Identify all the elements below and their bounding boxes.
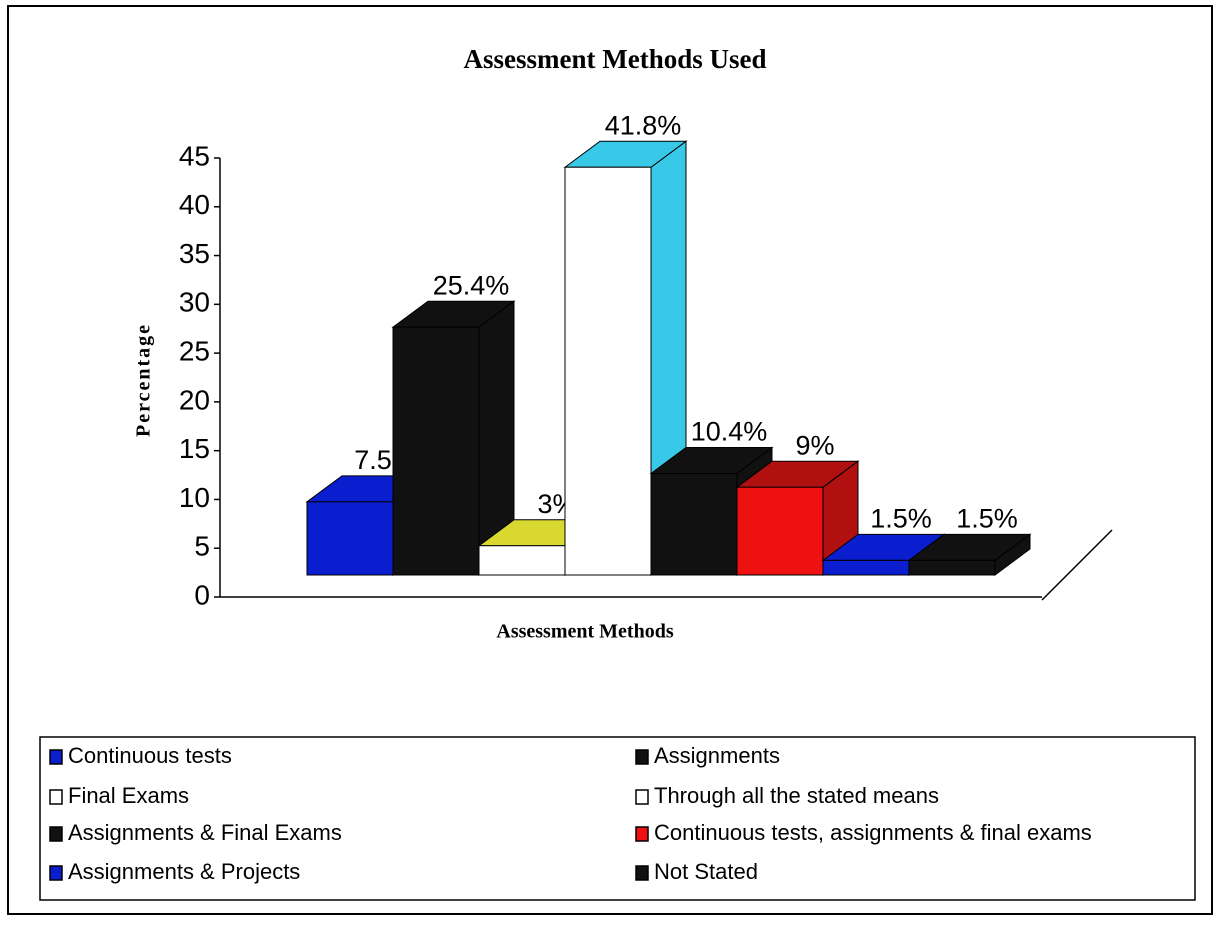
y-tick-label: 10 bbox=[179, 482, 210, 513]
y-tick-label: 0 bbox=[194, 579, 210, 610]
bar bbox=[564, 166, 652, 576]
y-tick-label: 30 bbox=[179, 287, 210, 318]
legend-swatch bbox=[49, 789, 63, 805]
legend-label: Final Exams bbox=[68, 783, 189, 808]
legend-swatch bbox=[49, 749, 63, 765]
legend-label: Continuous tests bbox=[68, 743, 232, 768]
legend-label: Continuous tests, assignments & final ex… bbox=[654, 820, 1092, 845]
legend-swatch bbox=[635, 749, 649, 765]
frame bbox=[7, 5, 1213, 915]
data-label: 41.8% bbox=[605, 110, 682, 140]
bar bbox=[478, 545, 566, 576]
legend-swatch bbox=[49, 826, 63, 842]
legend-swatch bbox=[49, 865, 63, 881]
data-label: 10.4% bbox=[691, 417, 768, 447]
y-tick-label: 15 bbox=[179, 433, 210, 464]
data-label: 25.4% bbox=[433, 270, 510, 300]
legend-box bbox=[39, 736, 1196, 901]
y-axis-label: Percentage bbox=[133, 323, 155, 437]
y-tick-label: 5 bbox=[194, 531, 210, 562]
bar bbox=[908, 559, 996, 576]
y-tick-label: 45 bbox=[179, 140, 210, 171]
chart-title: Assessment Methods Used bbox=[464, 44, 767, 74]
legend-swatch bbox=[635, 865, 649, 881]
bar bbox=[822, 559, 910, 576]
y-tick-label: 35 bbox=[179, 238, 210, 269]
data-label: 9% bbox=[795, 430, 834, 460]
data-label: 1.5% bbox=[870, 503, 932, 533]
bar bbox=[392, 326, 480, 576]
legend-label: Assignments & Final Exams bbox=[68, 820, 342, 845]
data-label: 1.5% bbox=[956, 503, 1018, 533]
bar bbox=[736, 486, 824, 576]
legend-swatch bbox=[635, 789, 649, 805]
legend-label: Not Stated bbox=[654, 859, 758, 884]
y-tick-label: 20 bbox=[179, 384, 210, 415]
y-tick-label: 25 bbox=[179, 336, 210, 367]
legend-label: Through all the stated means bbox=[654, 783, 939, 808]
legend-swatch bbox=[635, 826, 649, 842]
legend-label: Assignments bbox=[654, 743, 780, 768]
bar bbox=[306, 501, 394, 576]
legend-label: Assignments & Projects bbox=[68, 859, 300, 884]
y-tick-label: 40 bbox=[179, 189, 210, 220]
floor-side bbox=[1041, 529, 1113, 601]
x-axis-label: Assessment Methods bbox=[496, 621, 673, 643]
bar bbox=[650, 473, 738, 576]
